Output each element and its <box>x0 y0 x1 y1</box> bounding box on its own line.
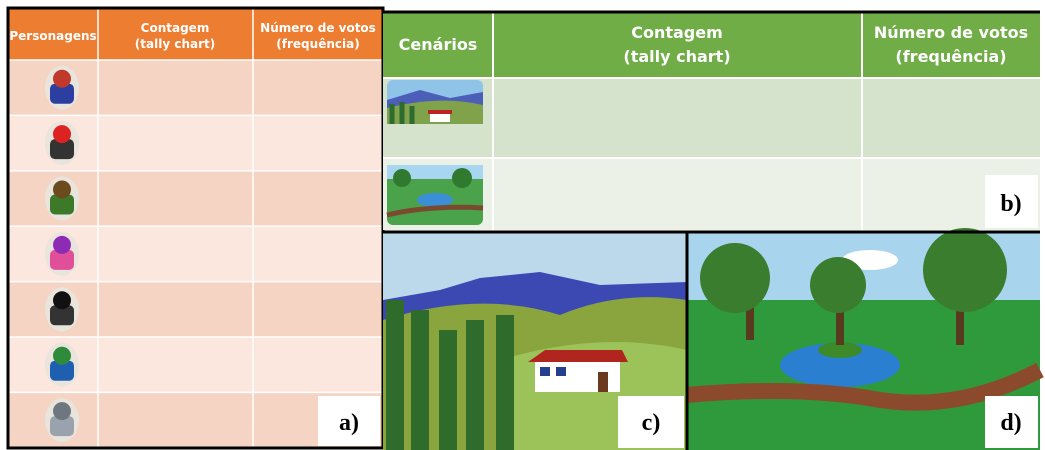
character-body <box>50 305 74 326</box>
label-box <box>985 175 1038 228</box>
character-head <box>53 235 71 254</box>
panel-label: d) <box>1000 410 1021 436</box>
header-cell: (frequência) <box>895 47 1006 66</box>
label-box <box>318 396 380 446</box>
character-head <box>53 291 71 310</box>
character-head <box>53 180 71 199</box>
label-box <box>618 396 684 448</box>
panel-label: a) <box>339 410 359 436</box>
character-head <box>53 125 71 144</box>
thumbnail <box>386 165 484 225</box>
character-body <box>50 360 74 381</box>
painting-c: c) <box>383 232 687 450</box>
painting-d: d) <box>686 228 1044 450</box>
header-cell: Personagens <box>9 29 96 43</box>
header-row <box>8 8 383 60</box>
character-head <box>53 69 71 88</box>
header-cell: (tally chart) <box>623 47 730 66</box>
table-b: Cenários Contagem (tally chart) Número d… <box>383 10 1040 230</box>
panel-label: c) <box>642 410 661 436</box>
header-cell: Número de votos <box>260 21 376 35</box>
header-row <box>383 12 1040 78</box>
panel-label: b) <box>1000 191 1021 217</box>
header-cell: Contagem <box>631 23 723 42</box>
thumbnail <box>387 80 483 124</box>
label-box <box>985 396 1038 448</box>
header-cell: (frequência) <box>276 37 359 51</box>
header-cell: Número de votos <box>874 23 1028 42</box>
character-body <box>50 83 74 104</box>
character-body <box>50 194 74 215</box>
character-body <box>50 249 74 270</box>
table-a: Personagens Contagem (tally chart) Númer… <box>6 6 385 450</box>
header-cell: Cenários <box>399 35 478 54</box>
header-cell: Contagem <box>141 21 210 35</box>
character-body <box>50 139 74 160</box>
character-head <box>53 402 71 421</box>
character-body <box>50 416 74 437</box>
header-cell: (tally chart) <box>135 37 215 51</box>
character-head <box>53 346 71 365</box>
